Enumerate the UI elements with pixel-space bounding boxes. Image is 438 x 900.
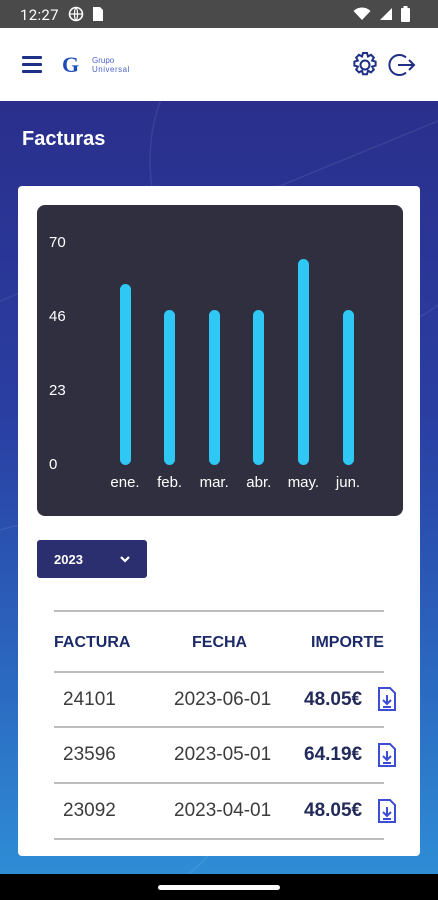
x-tick-label: may. (287, 474, 320, 491)
menu-icon[interactable] (22, 56, 42, 73)
invoice-date: 2023-04-01 (174, 800, 272, 821)
x-tick-label: feb. (157, 474, 183, 491)
y-tick-0: 0 (49, 456, 58, 473)
table-divider (54, 726, 384, 728)
chart-bar (342, 309, 354, 465)
chart-bar (208, 309, 220, 465)
logo-text-grupo: Grupo (92, 56, 115, 65)
logout-icon[interactable] (386, 50, 416, 80)
year-dropdown[interactable]: 2023 (37, 540, 147, 578)
invoice-date: 2023-05-01 (174, 744, 272, 765)
invoice-amount: 48.05€ (304, 689, 363, 710)
download-pdf-icon[interactable] (377, 799, 397, 823)
column-header-importe: IMPORTE (311, 634, 384, 651)
logo-text-universal: Universal (92, 65, 130, 74)
table-divider (54, 838, 384, 840)
column-header-factura: FACTURA (54, 634, 131, 651)
chart-bar (164, 309, 176, 465)
chart-bar (297, 258, 309, 465)
consumption-chart: 70 46 23 0 ene. feb. mar. abr. may. jun. (37, 205, 403, 516)
chevron-down-icon (120, 556, 130, 563)
x-tick-label: abr. (246, 474, 272, 491)
settings-icon[interactable] (350, 50, 380, 80)
page-title: Facturas (22, 128, 106, 150)
invoice-number: 24101 (63, 689, 116, 710)
column-header-fecha: FECHA (192, 634, 248, 651)
table-divider (54, 782, 384, 784)
table-divider (54, 610, 384, 612)
company-logo: G Grupo Universal (62, 52, 142, 78)
invoice-amount: 64.19€ (304, 744, 363, 765)
chart-bar (253, 309, 265, 465)
table-divider (54, 671, 384, 673)
invoice-number: 23596 (63, 744, 116, 765)
download-pdf-icon[interactable] (377, 687, 397, 711)
chart-bar (119, 284, 131, 465)
y-tick-23: 23 (49, 382, 66, 399)
x-tick-label: jun. (335, 474, 361, 491)
status-right-icons (353, 6, 410, 22)
download-pdf-icon[interactable] (377, 743, 397, 767)
signal-icon (380, 8, 392, 20)
status-bar: 12:27 (0, 0, 438, 28)
y-tick-70: 70 (49, 234, 66, 251)
home-gesture-bar[interactable] (158, 885, 280, 890)
year-dropdown-value: 2023 (54, 552, 83, 567)
logo-mark-icon: G (62, 52, 80, 77)
x-tick-label: ene. (110, 474, 140, 491)
vpn-icon (68, 6, 84, 22)
wifi-icon (353, 7, 371, 20)
sim-card-icon (93, 7, 103, 21)
status-left-icons (68, 6, 104, 22)
invoice-amount: 48.05€ (304, 800, 363, 821)
system-nav-bar (0, 874, 438, 900)
app-bar: G Grupo Universal (0, 28, 438, 101)
status-time: 12:27 (20, 6, 59, 24)
y-tick-46: 46 (49, 308, 66, 325)
battery-icon (401, 6, 410, 22)
invoice-date: 2023-06-01 (174, 689, 272, 710)
invoice-number: 23092 (63, 800, 116, 821)
x-tick-label: mar. (199, 474, 229, 491)
